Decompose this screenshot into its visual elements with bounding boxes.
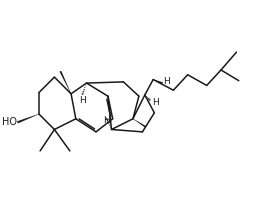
Polygon shape: [17, 114, 39, 123]
Polygon shape: [152, 79, 162, 84]
Text: H: H: [151, 98, 158, 107]
Text: H: H: [103, 116, 110, 125]
Text: H: H: [163, 77, 170, 86]
Polygon shape: [132, 119, 146, 128]
Polygon shape: [59, 71, 71, 94]
Text: H: H: [79, 96, 86, 105]
Text: HO: HO: [2, 117, 17, 127]
